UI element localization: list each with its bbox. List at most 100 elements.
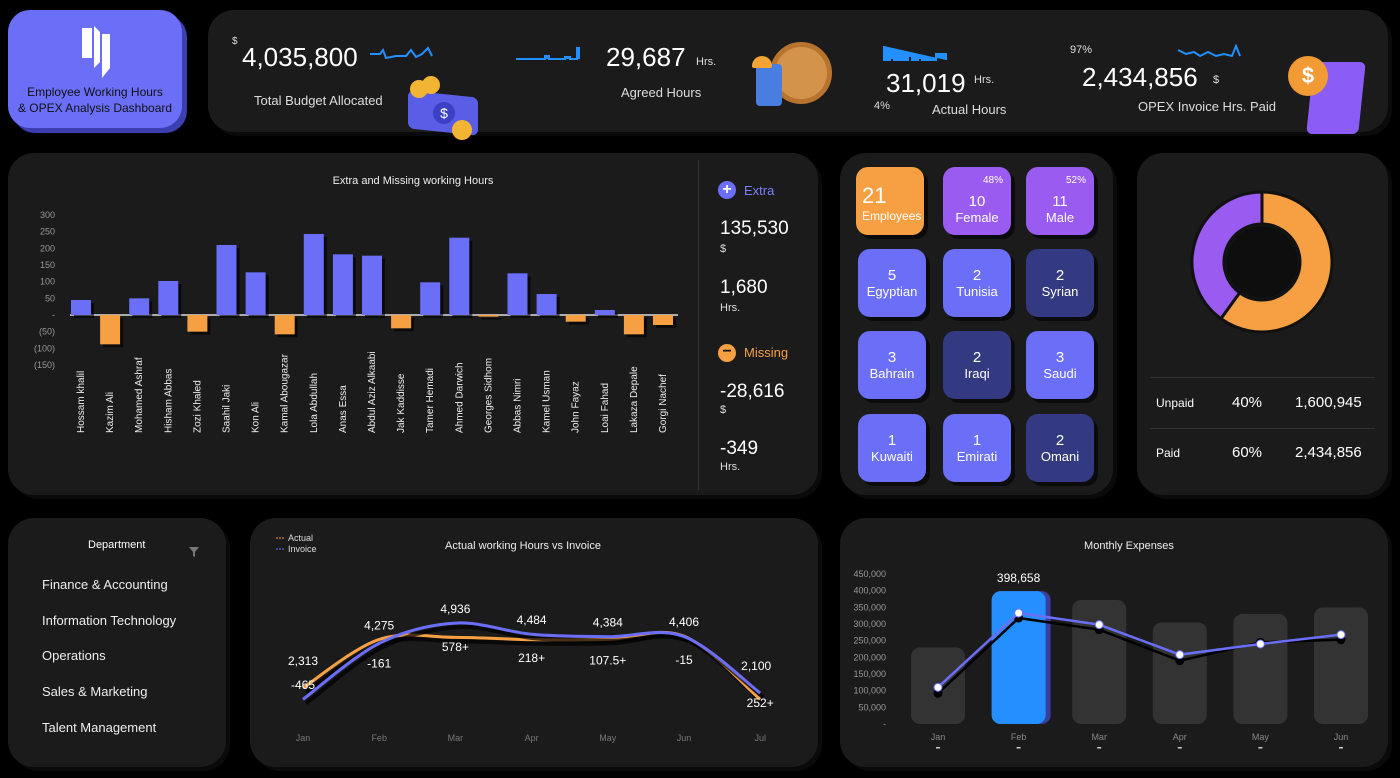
department-title: Department xyxy=(88,539,146,551)
dashboard-logo-card: Employee Working Hours & OPEX Analysis Da… xyxy=(8,10,182,128)
bar xyxy=(129,298,150,315)
difference-label: -161 xyxy=(367,656,391,670)
nationality-tile[interactable]: 3 Saudi xyxy=(1026,331,1094,399)
x-category-label: Gorgi Nachef xyxy=(658,374,669,433)
nationality-tile[interactable]: 2 Omani xyxy=(1026,414,1094,482)
bar xyxy=(449,237,470,315)
opex-pct: 97% xyxy=(1070,44,1093,56)
actual-value: 31,019 xyxy=(886,68,966,98)
x-category-label: Lola Abdullah xyxy=(309,373,320,433)
bar xyxy=(391,315,412,329)
x-category-label: Loai Fahad xyxy=(600,383,611,433)
x-month-label: Apr xyxy=(525,733,539,743)
payment-label: Unpaid xyxy=(1156,396,1195,410)
nationality-label: Bahrain xyxy=(869,366,915,381)
y-tick-label: 50,000 xyxy=(858,702,886,712)
y-tick-label: 450,000 xyxy=(853,569,886,579)
extra-amount: 135,530 xyxy=(720,218,789,239)
divider xyxy=(1150,377,1375,378)
x-month-label: May xyxy=(1252,732,1270,742)
actual-sparkline xyxy=(883,46,947,61)
invoice-receipt-icon: $ xyxy=(1288,54,1368,138)
opex-currency: $ xyxy=(1213,74,1220,86)
nationality-tile[interactable]: 2 Syrian xyxy=(1026,249,1094,317)
bar xyxy=(623,315,644,335)
nationality-tile[interactable]: 1 Emirati xyxy=(943,414,1011,482)
nationality-label: Tunisia xyxy=(956,284,998,299)
x-category-label: Abbas Nimri xyxy=(513,379,524,433)
y-tick-label: 50 xyxy=(45,293,55,303)
nationality-tile[interactable]: 2 Iraqi xyxy=(943,331,1011,399)
payment-donut-chart xyxy=(1190,190,1334,334)
nationality-label: Syrian xyxy=(1041,284,1079,299)
bar xyxy=(216,245,237,315)
money-stack-icon: $ xyxy=(408,76,480,140)
x-category-label: Ahmed Darwich xyxy=(454,362,465,433)
x-category-label: Kon Ali xyxy=(251,402,262,433)
expense-point xyxy=(1094,620,1104,630)
x-category-label: Hossam khalil xyxy=(76,371,87,433)
difference-label: -465 xyxy=(291,678,315,692)
plus-icon: + xyxy=(718,181,736,199)
bar-shadow xyxy=(481,318,502,320)
difference-label: 107.5+ xyxy=(589,654,626,668)
female-pct: 48% xyxy=(982,175,1003,186)
logo-icon xyxy=(82,26,110,78)
value-label: 4,936 xyxy=(440,602,470,616)
department-item[interactable]: Information Technology xyxy=(42,612,177,628)
nationality-label: Egyptian xyxy=(866,284,918,299)
x-category-label: Georges Sidhom xyxy=(483,358,494,433)
expense-bar xyxy=(1233,614,1288,724)
nationality-label: Iraqi xyxy=(964,366,990,381)
filter-clear-icon[interactable] xyxy=(188,546,200,558)
nationality-tile[interactable]: 2 Tunisia xyxy=(943,249,1011,317)
x-category-label: Lakaza Depale xyxy=(629,366,640,433)
x-month-label: Jan xyxy=(296,733,311,743)
budget-label: Total Budget Allocated xyxy=(254,93,383,108)
y-tick-label: - xyxy=(883,719,886,729)
female-tile[interactable]: 48% 10 Female xyxy=(943,167,1011,235)
month-marker xyxy=(1177,747,1182,749)
difference-label: 218+ xyxy=(518,651,545,665)
agreed-unit: Hrs. xyxy=(696,56,717,68)
nationality-tile[interactable]: 1 Kuwaiti xyxy=(858,414,926,482)
nationality-count: 2 xyxy=(1055,267,1065,284)
legend-invoice: Invoice xyxy=(288,544,317,554)
x-category-label: Kamal Abougazar xyxy=(280,353,291,433)
y-tick-label: 200,000 xyxy=(853,652,886,662)
department-item[interactable]: Operations xyxy=(42,648,106,664)
y-tick-label: 150 xyxy=(40,260,55,270)
bar xyxy=(653,315,673,325)
hours-vs-invoice-chart: Actual working Hours vs Invoice Actual I… xyxy=(276,533,774,743)
male-tile[interactable]: 52% 11 Male xyxy=(1026,167,1094,235)
payment-pct: 40% xyxy=(1232,394,1263,411)
month-marker xyxy=(1097,747,1102,749)
nationality-tile[interactable]: 5 Egyptian xyxy=(858,249,926,317)
month-marker xyxy=(936,747,940,749)
bar xyxy=(71,300,91,315)
expense-bar xyxy=(1152,622,1207,724)
department-item[interactable]: Talent Management xyxy=(42,719,157,735)
x-month-label: Apr xyxy=(1173,732,1187,742)
line-invoice xyxy=(302,621,762,701)
agreed-label: Agreed Hours xyxy=(621,85,702,100)
male-pct: 52% xyxy=(1065,175,1086,186)
difference-label: 252+ xyxy=(747,696,774,710)
payment-label: Paid xyxy=(1156,446,1181,460)
y-tick-label: (150) xyxy=(34,360,55,370)
bar xyxy=(274,315,295,335)
chart-title: Monthly Expenses xyxy=(1084,540,1174,552)
nationality-count: 2 xyxy=(972,349,982,366)
donut-paid-slice xyxy=(1218,190,1334,334)
month-marker xyxy=(1016,747,1021,749)
department-item[interactable]: Sales & Marketing xyxy=(42,684,148,700)
department-item[interactable]: Finance & Accounting xyxy=(42,577,168,592)
x-month-label: Feb xyxy=(371,733,387,743)
nationality-count: 5 xyxy=(887,267,897,284)
budget-value: 4,035,800 xyxy=(242,42,358,72)
value-label: 4,275 xyxy=(364,618,394,632)
nationality-tile[interactable]: 3 Bahrain xyxy=(858,331,926,399)
bar xyxy=(536,294,557,315)
x-category-label: Kamel Usman xyxy=(542,370,553,433)
total-employees-tile[interactable]: 21 Employees xyxy=(856,167,924,235)
